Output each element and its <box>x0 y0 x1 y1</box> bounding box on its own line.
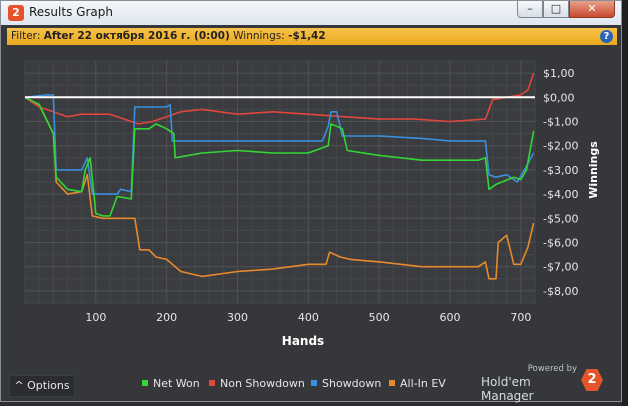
title-bar[interactable]: 2 Results Graph – □ ✕ <box>1 1 621 25</box>
filter-text: Filter: After 22 октября 2016 г. (0:00) … <box>11 30 326 42</box>
legend-item-net-won: Net Won <box>142 377 200 390</box>
results-chart: 100 200 300 400 500 600 700 $1,00 $0,00 -$1,00 -$2… <box>7 47 617 369</box>
y-tick-label: -$1,00 <box>543 116 578 129</box>
legend-swatch <box>209 380 215 386</box>
app-logo-icon: 2 <box>8 5 24 21</box>
legend-label: Showdown <box>322 377 382 390</box>
powered-by-text: Powered by <box>527 364 577 374</box>
window-title: Results Graph <box>29 5 113 19</box>
y-tick-label: -$4,00 <box>543 188 578 201</box>
series-line-all-in-ev <box>24 96 535 280</box>
x-tick-label: 400 <box>298 311 319 324</box>
y-tick-label: -$8,00 <box>543 285 578 298</box>
x-tick-label: 700 <box>510 311 531 324</box>
x-tick-label: 200 <box>156 311 177 324</box>
x-axis-title: Hands <box>282 334 324 348</box>
series-line-net-won <box>24 96 535 217</box>
legend-swatch <box>311 380 317 386</box>
y-tick-label: -$5,00 <box>543 212 578 225</box>
legend-label: All-In EV <box>400 377 446 390</box>
series-line-showdown <box>24 94 535 195</box>
options-button[interactable]: ^ Options <box>9 375 75 397</box>
y-axis-title: Winnings <box>587 141 600 199</box>
brand-badge-icon: 2 <box>581 369 603 391</box>
y-tick-label: -$6,00 <box>543 237 578 250</box>
legend-item-showdown: Showdown <box>311 377 381 390</box>
legend-label: Non Showdown <box>220 377 305 390</box>
winnings-value: -$1,42 <box>288 30 326 42</box>
bottom-bar: ^ Options Net Won Non Showdown Showdown … <box>1 364 621 403</box>
maximize-button[interactable]: □ <box>543 1 569 18</box>
x-tick-label: 500 <box>369 311 390 324</box>
close-button[interactable]: ✕ <box>569 1 615 18</box>
brand-name: Hold'em Manager <box>481 375 534 403</box>
series-line-non-showdown <box>24 72 535 125</box>
legend-label: Net Won <box>153 377 200 390</box>
y-tick-label: $0,00 <box>543 91 575 104</box>
brand-logo: Powered by Hold'em Manager 2 <box>481 364 609 403</box>
legend-item-all-in-ev: All-In EV <box>389 377 446 390</box>
help-icon[interactable]: ? <box>600 30 613 43</box>
winnings-label: Winnings: <box>233 30 285 42</box>
y-tick-label: -$7,00 <box>543 261 578 274</box>
y-tick-label: -$3,00 <box>543 164 578 177</box>
legend-swatch <box>142 380 148 386</box>
legend-item-non-showdown: Non Showdown <box>209 377 305 390</box>
minimize-button[interactable]: – <box>517 1 543 18</box>
y-tick-label: -$2,00 <box>543 140 578 153</box>
filter-value: After 22 октября 2016 г. (0:00) <box>43 30 230 42</box>
desktop-edge <box>622 0 628 406</box>
x-tick-label: 600 <box>440 311 461 324</box>
filter-bar: Filter: After 22 октября 2016 г. (0:00) … <box>7 28 617 45</box>
x-tick-label: 300 <box>227 311 248 324</box>
y-tick-label: $1,00 <box>543 67 575 80</box>
filter-prefix: Filter: <box>11 30 41 42</box>
x-tick-label: 100 <box>85 311 106 324</box>
legend-swatch <box>389 380 395 386</box>
